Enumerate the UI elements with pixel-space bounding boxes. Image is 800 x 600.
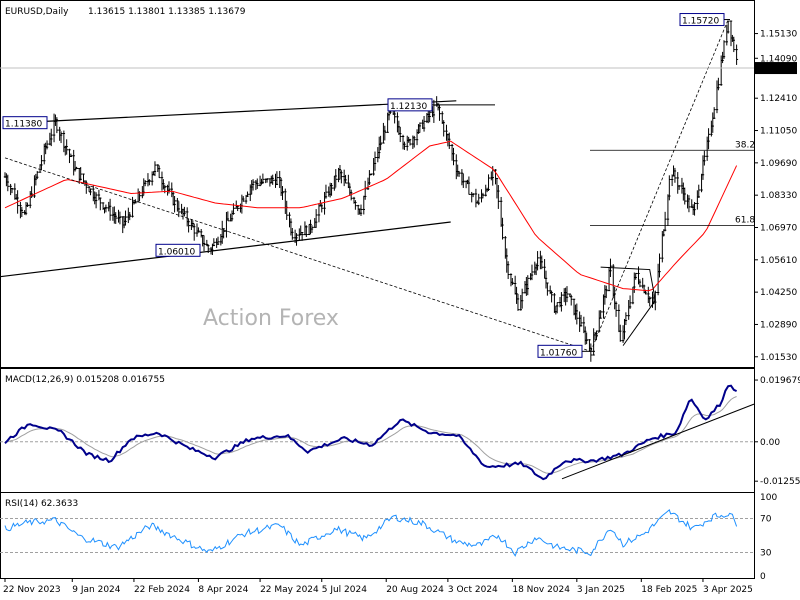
- lower-channel-line: [0, 221, 451, 278]
- macd-line: [4, 384, 738, 481]
- fib-label-0: 38.2: [735, 140, 755, 150]
- symbol-title: EURUSD,Daily: [5, 7, 69, 17]
- macd-trendline: [561, 403, 755, 480]
- y-tick-macd-0: 0.019679: [760, 376, 800, 386]
- fib-label-1: 61.8: [735, 216, 755, 226]
- y-tick-rsi-0: 100: [760, 493, 777, 503]
- price-candles: [3, 20, 739, 362]
- macd-panel: [0, 368, 755, 493]
- y-tick-macd-1: 0.00: [760, 438, 780, 448]
- x-tick-6: 20 Aug 2024: [386, 585, 444, 595]
- x-tick-8: 18 Nov 2024: [512, 585, 570, 595]
- y-tick-price-3: 1.12410: [760, 94, 797, 104]
- y-tick-price-6: 1.08330: [760, 191, 797, 201]
- triangle-pattern: [600, 266, 656, 346]
- x-tick-11: 3 Apr 2025: [703, 585, 753, 595]
- y-tick-price-4: 1.11050: [760, 127, 797, 137]
- moving-average-line: [4, 140, 738, 292]
- dashed-downtrend-line: [4, 157, 591, 352]
- x-tick-9: 3 Jan 2025: [577, 585, 625, 595]
- y-tick-price-10: 1.02890: [760, 320, 797, 330]
- price-label-2: 1.11380: [5, 120, 42, 130]
- y-tick-macd-2: -0.012552: [760, 477, 800, 487]
- x-tick-7: 3 Oct 2024: [448, 585, 498, 595]
- price-label-3: 1.06010: [158, 247, 195, 257]
- ohlc-values: 1.13615 1.13801 1.13385 1.13679: [88, 7, 246, 17]
- y-tick-price-5: 1.09690: [760, 159, 797, 169]
- y-tick-rsi-3: 0: [760, 572, 766, 582]
- price-label-box-2: [2, 116, 48, 130]
- x-tick-1: 9 Jan 2024: [72, 585, 120, 595]
- y-tick-price-8: 1.05610: [760, 256, 797, 266]
- current-price-tag: [755, 62, 797, 75]
- y-tick-price-2: 1.13679: [758, 65, 795, 75]
- macd-title: MACD(12,26,9) 0.015208 0.016755: [5, 375, 165, 385]
- price-label-1: 1.12130: [390, 102, 427, 112]
- price-panel: [0, 0, 755, 368]
- price-label-0: 1.15720: [682, 17, 719, 27]
- y-tick-price-9: 1.04250: [760, 288, 797, 298]
- y-tick-price-1: 1.14090: [760, 54, 797, 64]
- y-tick-price-7: 1.06970: [760, 223, 797, 233]
- rsi-line: [4, 509, 738, 557]
- x-tick-3: 8 Apr 2024: [198, 585, 248, 595]
- x-tick-5: 5 Jul 2024: [322, 585, 367, 595]
- upper-channel-line: [4, 100, 457, 124]
- price-label-4: 1.01760: [540, 348, 577, 358]
- y-tick-price-0: 1.15130: [760, 30, 797, 40]
- rsi-title: RSI(14) 62.3633: [5, 499, 78, 509]
- x-tick-10: 18 Feb 2025: [641, 585, 697, 595]
- price-label-box-3: [155, 243, 201, 257]
- y-tick-rsi-1: 70: [760, 515, 772, 525]
- y-tick-rsi-2: 30: [760, 549, 772, 559]
- rsi-panel: [0, 492, 755, 579]
- watermark: Action Forex: [203, 306, 339, 331]
- x-tick-2: 22 Feb 2024: [134, 585, 190, 595]
- y-tick-price-11: 1.01530: [760, 353, 797, 363]
- x-tick-0: 22 Nov 2023: [3, 585, 61, 595]
- x-tick-4: 22 May 2024: [260, 585, 319, 595]
